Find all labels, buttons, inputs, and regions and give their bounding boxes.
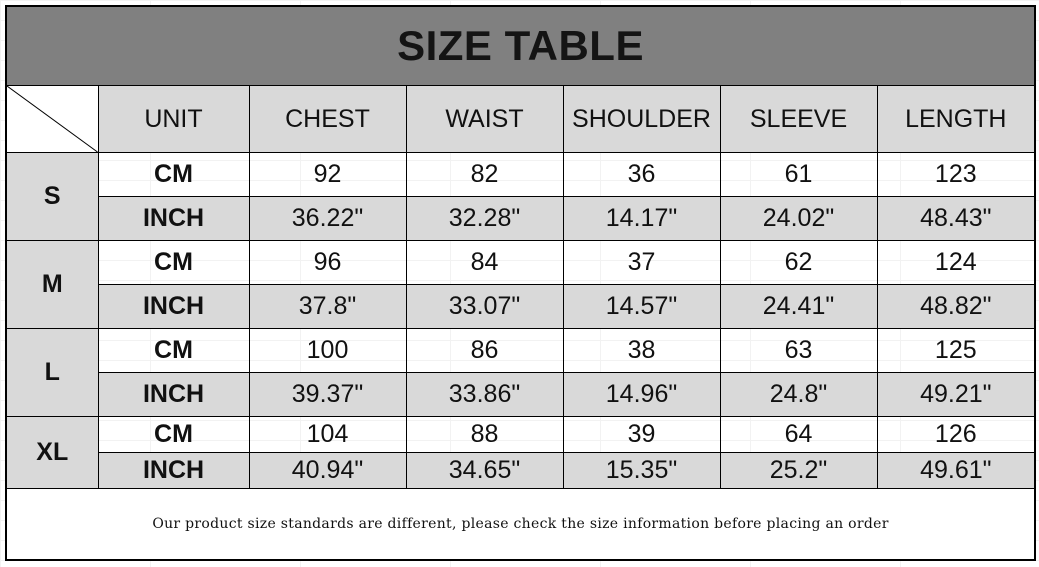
- measurement-cell: 37.8": [248, 284, 407, 329]
- column-header-sleeve: SLEEVE: [719, 85, 878, 153]
- measurement-cell: 64: [719, 416, 878, 453]
- size-label: L: [5, 328, 99, 417]
- measurement-cell: 32.28": [405, 196, 564, 241]
- measurement-cell: 14.57": [562, 284, 721, 329]
- measurement-cell: 126: [876, 416, 1036, 453]
- measurement-cell: 34.65": [405, 452, 564, 489]
- measurement-cell: 104: [248, 416, 407, 453]
- measurement-cell: 39: [562, 416, 721, 453]
- measurement-cell: 40.94": [248, 452, 407, 489]
- footer-note: Our product size standards are different…: [5, 488, 1036, 561]
- footer-row: Our product size standards are different…: [5, 488, 1036, 561]
- diagonal-corner-cell: [5, 85, 99, 153]
- column-header-length: LENGTH: [876, 85, 1036, 153]
- measurement-cell: 14.96": [562, 372, 721, 417]
- table-row: L CM 100 86 38 63 125: [5, 328, 1036, 417]
- column-header-chest: CHEST: [248, 85, 407, 153]
- measurement-cell: 84: [405, 240, 564, 285]
- column-header-shoulder: SHOULDER: [562, 85, 721, 153]
- measurement-cell: 92: [248, 152, 407, 197]
- unit-cell: CM: [97, 152, 250, 197]
- measurement-cell: 96: [248, 240, 407, 285]
- table-row: M CM 96 84 37 62 124: [5, 240, 1036, 329]
- measurement-cell: 15.35": [562, 452, 721, 489]
- measurement-cell: 88: [405, 416, 564, 453]
- unit-cell: INCH: [97, 372, 250, 417]
- measurement-cell: 100: [248, 328, 407, 373]
- measurement-cell: 125: [876, 328, 1036, 373]
- measurement-cell: 33.86": [405, 372, 564, 417]
- unit-cell: CM: [97, 240, 250, 285]
- measurement-cell: 24.02": [719, 196, 878, 241]
- table-row: XL CM 104 88 39 64 126: [5, 416, 1036, 489]
- measurement-cell: 61: [719, 152, 878, 197]
- measurement-cell: 48.43": [876, 196, 1036, 241]
- column-header-waist: WAIST: [405, 85, 564, 153]
- measurement-cell: 24.8": [719, 372, 878, 417]
- measurement-cell: 39.37": [248, 372, 407, 417]
- size-label: S: [5, 152, 99, 241]
- table-row: INCH 39.37" 33.86" 14.96" 24.8" 49.21": [6, 372, 1036, 417]
- measurement-cell: 86: [405, 328, 564, 373]
- measurement-cell: 48.82": [876, 284, 1036, 329]
- measurement-cell: 33.07": [405, 284, 564, 329]
- measurement-cell: 49.61": [876, 452, 1036, 489]
- measurement-cell: 14.17": [562, 196, 721, 241]
- unit-cell: INCH: [97, 284, 250, 329]
- unit-cell: CM: [97, 416, 250, 453]
- measurement-cell: 36: [562, 152, 721, 197]
- table-row: INCH 36.22" 32.28" 14.17" 24.02" 48.43": [6, 196, 1036, 241]
- unit-cell: CM: [97, 328, 250, 373]
- table-title: SIZE TABLE: [5, 5, 1036, 86]
- measurement-cell: 37: [562, 240, 721, 285]
- measurement-cell: 82: [405, 152, 564, 197]
- unit-cell: INCH: [97, 196, 250, 241]
- size-label: M: [5, 240, 99, 329]
- measurement-cell: 36.22": [248, 196, 407, 241]
- measurement-cell: 62: [719, 240, 878, 285]
- measurement-cell: 38: [562, 328, 721, 373]
- table-row: INCH 37.8" 33.07" 14.57" 24.41" 48.82": [6, 284, 1036, 329]
- measurement-cell: 24.41": [719, 284, 878, 329]
- column-header-unit: UNIT: [97, 85, 250, 153]
- size-label: XL: [5, 416, 99, 489]
- measurement-cell: 63: [719, 328, 878, 373]
- size-table: SIZE TABLE UNIT CHEST WAIST SHOULDER SLEEVE L…: [5, 5, 1037, 561]
- table-row: S CM 92 82 36 61 123: [5, 152, 1036, 241]
- measurement-cell: 25.2": [719, 452, 878, 489]
- measurement-cell: 49.21": [876, 372, 1036, 417]
- measurement-cell: 124: [876, 240, 1036, 285]
- table-row: INCH 40.94" 34.65" 15.35" 25.2" 49.61": [6, 452, 1036, 489]
- unit-cell: INCH: [97, 452, 250, 489]
- measurement-cell: 123: [876, 152, 1036, 197]
